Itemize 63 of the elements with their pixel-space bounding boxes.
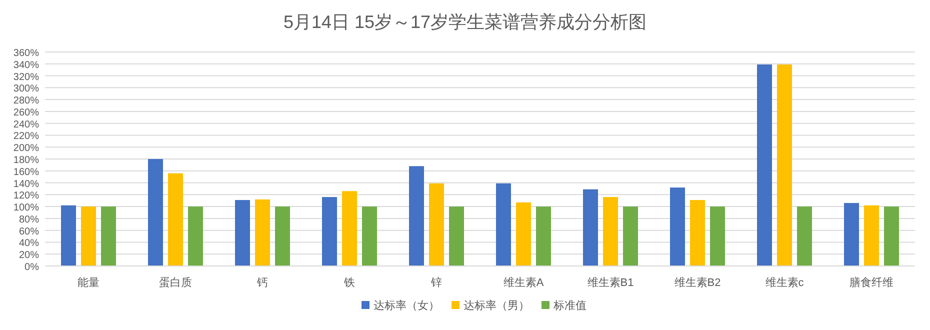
- bar: [864, 205, 879, 266]
- x-tick-label: 维生素B2: [674, 276, 721, 289]
- y-tick-label: 180%: [13, 155, 40, 166]
- chart-title: 5月14日 15岁～17岁学生菜谱营养成分分析图: [283, 12, 647, 32]
- bar: [757, 64, 772, 266]
- y-tick-label: 200%: [13, 143, 40, 154]
- x-tick-label: 维生素c: [765, 276, 804, 289]
- y-tick-label: 360%: [13, 48, 40, 59]
- x-tick-label: 维生素A: [503, 276, 544, 289]
- bar: [844, 202, 859, 266]
- bar: [168, 173, 183, 266]
- bar: [429, 183, 444, 266]
- bar: [884, 206, 899, 266]
- bar: [583, 189, 598, 266]
- y-tick-label: 140%: [13, 178, 40, 190]
- y-tick-label: 0%: [24, 262, 40, 273]
- y-tick-label: 320%: [13, 72, 40, 83]
- bar: [275, 206, 290, 266]
- y-tick-label: 220%: [13, 131, 40, 142]
- bar: [409, 166, 424, 266]
- x-tick-label: 维生素B1: [587, 276, 634, 289]
- y-tick-label: 80%: [18, 214, 40, 226]
- bar: [188, 206, 203, 266]
- x-tick-label: 蛋白质: [159, 276, 192, 289]
- bar: [690, 200, 705, 266]
- y-tick-label: 240%: [13, 119, 40, 130]
- bar: [516, 202, 531, 266]
- bar: [362, 206, 377, 266]
- bar: [322, 197, 337, 266]
- y-tick-label: 100%: [13, 202, 40, 214]
- bar: [449, 206, 464, 266]
- x-tick-label: 铁: [343, 277, 355, 289]
- y-tick-label: 280%: [13, 96, 40, 107]
- y-tick-label: 340%: [13, 60, 40, 71]
- y-tick-label: 260%: [13, 107, 40, 118]
- legend-label: 达标率（男）: [464, 299, 530, 312]
- y-tick-label: 40%: [18, 238, 40, 250]
- y-tick-label: 300%: [13, 84, 40, 95]
- bar: [670, 188, 685, 266]
- y-tick-label: 120%: [13, 190, 40, 202]
- y-tick-label: 60%: [18, 226, 40, 238]
- x-tick-label: 钙: [256, 277, 268, 289]
- bar: [61, 205, 76, 266]
- legend-label: 达标率（女）: [374, 299, 440, 312]
- bar: [81, 206, 96, 266]
- bar: [797, 206, 812, 266]
- bar: [148, 159, 163, 266]
- bar: [101, 206, 116, 266]
- legend-label: 标准值: [552, 299, 586, 312]
- bar: [536, 206, 551, 266]
- bar: [777, 64, 792, 266]
- x-tick-label: 膳食纤维: [850, 276, 894, 289]
- x-tick-label: 能量: [78, 276, 100, 289]
- x-tick-label: 锌: [430, 276, 442, 289]
- bar: [496, 183, 511, 266]
- bar: [235, 200, 250, 266]
- y-tick-label: 20%: [18, 250, 40, 262]
- y-tick-label: 160%: [13, 166, 40, 178]
- bar: [255, 199, 270, 266]
- bar: [342, 191, 357, 266]
- bar: [623, 206, 638, 266]
- bar: [710, 206, 725, 266]
- bar: [603, 197, 618, 266]
